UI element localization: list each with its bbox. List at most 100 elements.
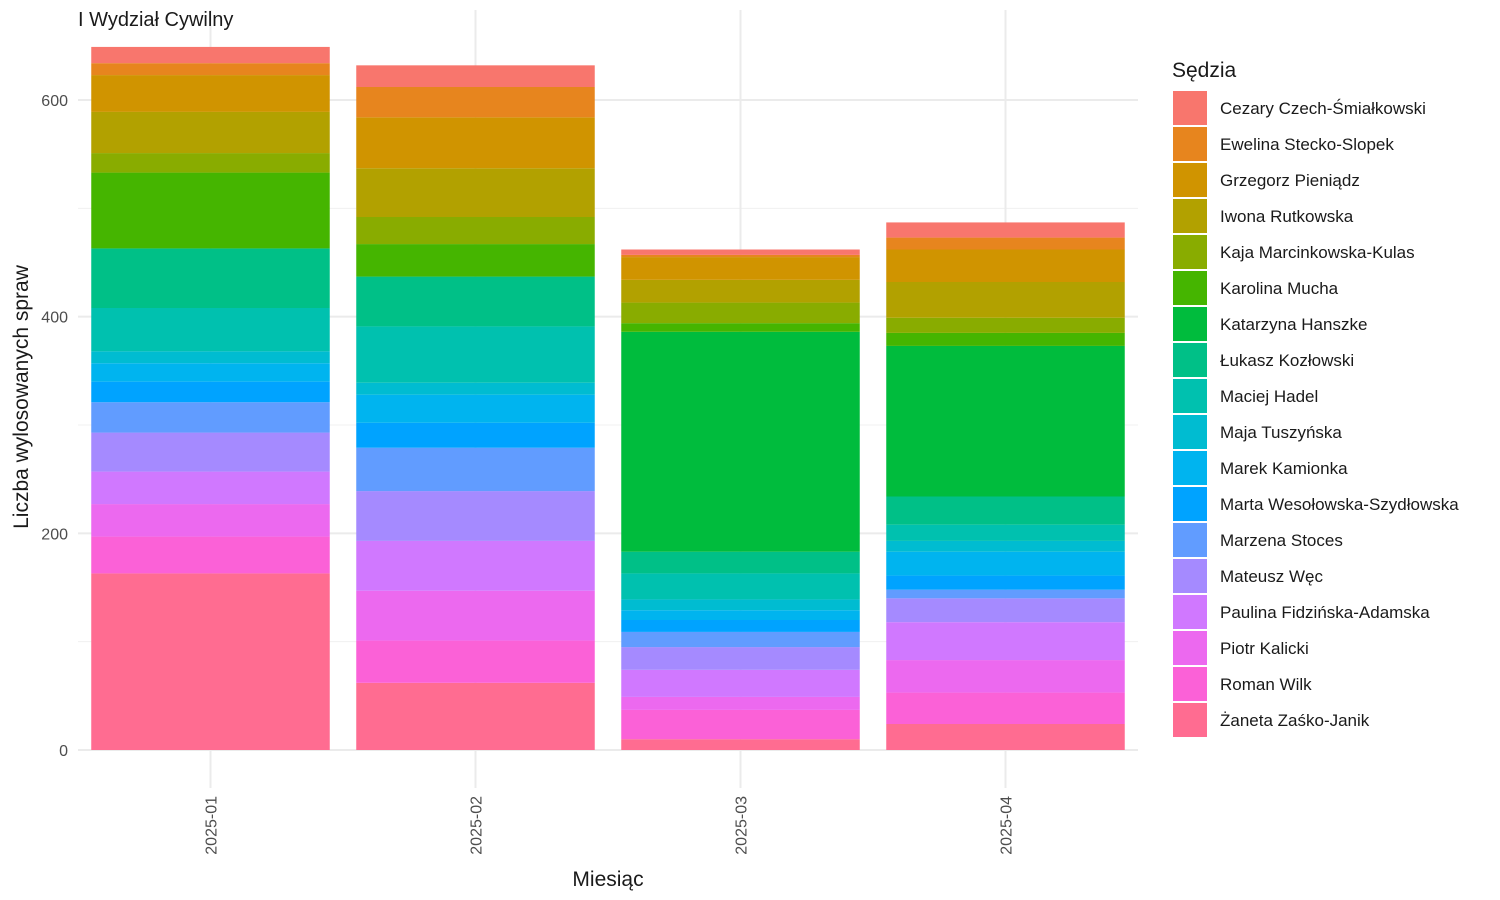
legend-label: Paulina Fidzińska-Adamska — [1220, 603, 1430, 622]
bar-segment — [621, 631, 860, 648]
legend-swatch — [1173, 379, 1207, 413]
bar-segment — [886, 540, 1125, 552]
bar-segment — [356, 168, 595, 217]
legend-label: Roman Wilk — [1220, 675, 1312, 694]
bar-segment — [356, 382, 595, 395]
bar-segment — [621, 254, 860, 258]
legend-swatch — [1173, 487, 1207, 521]
legend-item: Roman Wilk — [1173, 667, 1312, 701]
bar-segment — [621, 551, 860, 574]
legend-item: Karolina Mucha — [1173, 271, 1339, 305]
bar-segment — [356, 394, 595, 423]
y-axis-ticks: 0 200 400 600 — [41, 93, 68, 760]
x-axis-title: Miesiąc — [572, 868, 643, 891]
legend-label: Karolina Mucha — [1220, 279, 1339, 298]
y-tick-label: 200 — [41, 526, 68, 543]
legend-label: Cezary Czech-Śmiałkowski — [1220, 99, 1426, 118]
legend-label: Łukasz Kozłowski — [1220, 351, 1354, 370]
bar-segment — [621, 257, 860, 280]
legend-swatch — [1173, 631, 1207, 665]
legend-item: Cezary Czech-Śmiałkowski — [1173, 91, 1426, 125]
legend-swatch — [1173, 703, 1207, 737]
legend-item: Katarzyna Hanszke — [1173, 307, 1367, 341]
bar-segment — [621, 620, 860, 632]
legend-item: Marek Kamionka — [1173, 451, 1348, 485]
y-tick-label: 0 — [59, 743, 68, 760]
x-tick-label: 2025-02 — [469, 796, 486, 855]
legend-swatch — [1173, 91, 1207, 125]
bar-segment — [91, 504, 330, 537]
legend-swatch — [1173, 307, 1207, 341]
bar-segment — [356, 540, 595, 591]
bar-segment — [356, 326, 595, 383]
legend-item: Maja Tuszyńska — [1173, 415, 1342, 449]
legend-label: Grzegorz Pieniądz — [1220, 171, 1360, 190]
y-tick-label: 600 — [41, 93, 68, 110]
bar-segment — [886, 724, 1125, 750]
bar-segment — [621, 279, 860, 303]
chart-title: I Wydział Cywilny — [78, 9, 233, 31]
legend-item: Maciej Hadel — [1173, 379, 1318, 413]
bar-segment — [886, 622, 1125, 661]
bar-segment — [621, 599, 860, 611]
legend-swatch — [1173, 271, 1207, 305]
bar-segment — [886, 317, 1125, 333]
bar-segment — [621, 249, 860, 255]
bar-segment — [621, 331, 860, 552]
bar-segment — [621, 696, 860, 710]
bar-segment — [886, 551, 1125, 576]
bar-segment — [91, 308, 330, 352]
bar-segment — [886, 332, 1125, 346]
legend-label: Kaja Marcinkowska-Kulas — [1220, 243, 1415, 262]
bar-segment — [886, 222, 1125, 238]
bar-segment — [91, 402, 330, 433]
bar-segment — [91, 63, 330, 76]
bar-segment — [356, 682, 595, 750]
legend-item: Paulina Fidzińska-Adamska — [1173, 595, 1430, 629]
legend-label: Marta Wesołowska-Szydłowska — [1220, 495, 1459, 514]
bar-segment — [91, 536, 330, 574]
bar-segment — [356, 640, 595, 683]
legend-item: Mateusz Węc — [1173, 559, 1323, 593]
legend-label: Maja Tuszyńska — [1220, 423, 1342, 442]
legend-item: Marta Wesołowska-Szydłowska — [1173, 487, 1459, 521]
bar-segment — [356, 276, 595, 327]
legend-label: Marzena Stoces — [1220, 531, 1343, 550]
bar-segment — [886, 237, 1125, 250]
bar-segment — [91, 351, 330, 364]
legend-swatch — [1173, 199, 1207, 233]
legend-swatch — [1173, 127, 1207, 161]
legend-swatch — [1173, 415, 1207, 449]
bar-segment — [356, 422, 595, 448]
bars — [91, 46, 1125, 750]
legend-item: Ewelina Stecko-Slopek — [1173, 127, 1394, 161]
bar-segment — [91, 471, 330, 505]
bar-segment — [886, 249, 1125, 282]
legend-item: Łukasz Kozłowski — [1173, 343, 1354, 377]
legend-item: Piotr Kalicki — [1173, 631, 1309, 665]
bar-segment — [356, 447, 595, 492]
x-tick-label: 2025-01 — [204, 796, 221, 855]
legend-label: Mateusz Węc — [1220, 567, 1323, 586]
x-tick-label: 2025-03 — [734, 796, 751, 855]
legend-swatch — [1173, 523, 1207, 557]
legend-swatch — [1173, 235, 1207, 269]
bar-segment — [356, 117, 595, 169]
legend-swatch — [1173, 559, 1207, 593]
bar-segment — [886, 345, 1125, 497]
bar-segment — [356, 217, 595, 245]
bar-segment — [91, 381, 330, 403]
legend-item: Żaneta Zaśko-Janik — [1173, 703, 1370, 737]
x-tick-label: 2025-04 — [999, 796, 1016, 855]
bar-segment — [91, 363, 330, 382]
bar-segment — [91, 432, 330, 472]
legend-item: Kaja Marcinkowska-Kulas — [1173, 235, 1415, 269]
legend-title: Sędzia — [1172, 59, 1237, 82]
bar-segment — [356, 65, 595, 87]
legend-swatch — [1173, 667, 1207, 701]
bar-segment — [621, 302, 860, 324]
bar-segment — [621, 709, 860, 740]
y-tick-label: 400 — [41, 310, 68, 327]
legend-label: Żaneta Zaśko-Janik — [1220, 711, 1370, 730]
